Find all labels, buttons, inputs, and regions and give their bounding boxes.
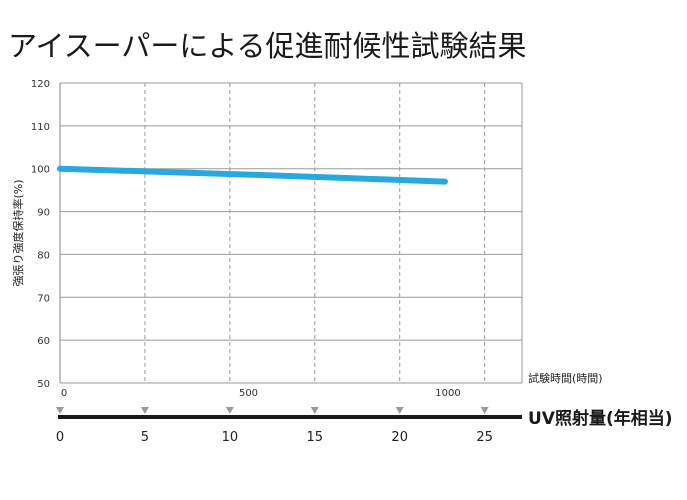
y-axis-label: 強張り強度保持率(%) [11, 179, 25, 286]
y-tick-label: 60 [37, 336, 50, 347]
uv-axis-label: UV照射量(年相当) [528, 408, 673, 429]
uv-tick-label: 0 [56, 430, 64, 445]
uv-tick-label: 15 [307, 430, 324, 445]
y-tick-label: 70 [37, 293, 50, 304]
uv-tick-marker [56, 407, 64, 414]
series-line [57, 165, 448, 185]
uv-tick-marker [225, 407, 234, 414]
uv-tick-label: 20 [391, 430, 408, 445]
y-tick-label: 50 [37, 379, 50, 390]
x-tick-label: 500 [239, 388, 258, 399]
x-tick-label: 0 [61, 388, 67, 399]
y-tick-label: 80 [37, 250, 50, 261]
x-tick-label: 1000 [435, 388, 460, 399]
y-tick-label: 120 [31, 79, 50, 90]
uv-tick-marker [310, 407, 319, 414]
uv-tick-marker [395, 407, 404, 414]
uv-tick-marker [480, 407, 489, 414]
uv-tick-label: 25 [476, 430, 493, 445]
uv-tick-marker [140, 407, 149, 414]
y-tick-label: 90 [37, 208, 50, 219]
uv-tick-label: 5 [141, 430, 149, 445]
uv-tick-label: 10 [222, 430, 239, 445]
y-tick-label: 100 [31, 165, 50, 176]
chart-title: アイスーパーによる促進耐候性試験結果 [8, 29, 527, 63]
y-tick-label: 110 [31, 122, 50, 133]
x-axis-label: 試験時間(時間) [528, 371, 603, 385]
